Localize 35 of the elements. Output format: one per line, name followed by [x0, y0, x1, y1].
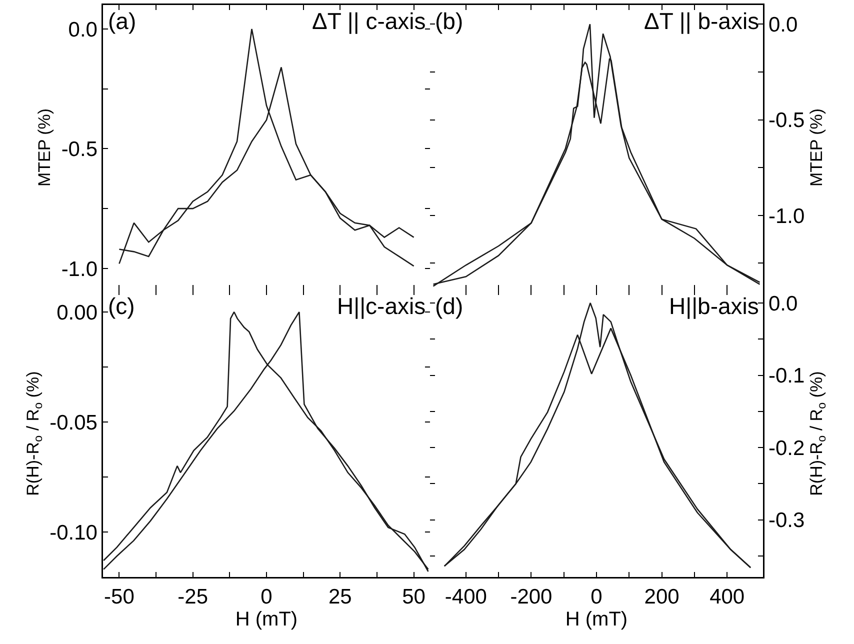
x-tick-label: -200	[510, 586, 552, 608]
x-axis-title: H (mT)	[565, 608, 628, 630]
x-tick-label: -25	[178, 586, 208, 608]
annotation: H||b-axis	[669, 293, 759, 319]
y-tick-label: 0.0	[768, 292, 798, 316]
y-tick-label: -0.5	[768, 109, 805, 132]
y-tick-label: -1.0	[768, 204, 805, 228]
y-axis-title: MTEP (%)	[35, 108, 54, 187]
annotation: ΔT || c-axis	[312, 8, 426, 34]
x-tick-label: 0	[590, 586, 602, 608]
x-tick-label: 0	[260, 586, 272, 608]
annotation: H||c-axis	[337, 293, 426, 319]
x-tick-label: 200	[644, 586, 680, 608]
annotation: (a)	[108, 8, 136, 34]
x-axis-title: H (mT)	[235, 608, 298, 630]
x-tick-label: -50	[104, 586, 134, 608]
y-tick-label: 0.0	[768, 13, 798, 36]
x-tick-label: 50	[402, 586, 426, 608]
y-tick-label: 0.0	[68, 18, 98, 42]
y-tick-label: -1.0	[61, 258, 98, 281]
annotation: (c)	[108, 293, 135, 319]
annotation: ΔT || b-axis	[644, 8, 760, 34]
y-axis-title: MTEP (%)	[806, 108, 826, 187]
y-tick-label: -0.05	[50, 411, 98, 434]
x-tick-label: 400	[710, 586, 745, 608]
annotation: (d)	[435, 293, 464, 319]
y-tick-label: -0.10	[50, 521, 98, 544]
annotation: (b)	[435, 8, 464, 34]
y-tick-label: -0.1	[768, 364, 805, 388]
y-tick-label: -0.5	[61, 138, 98, 162]
x-tick-label: 25	[328, 586, 352, 608]
y-tick-label: -0.3	[768, 509, 805, 532]
y-tick-label: 0.00	[56, 301, 98, 324]
x-tick-label: -400	[444, 586, 487, 608]
y-tick-label: -0.2	[768, 436, 805, 460]
